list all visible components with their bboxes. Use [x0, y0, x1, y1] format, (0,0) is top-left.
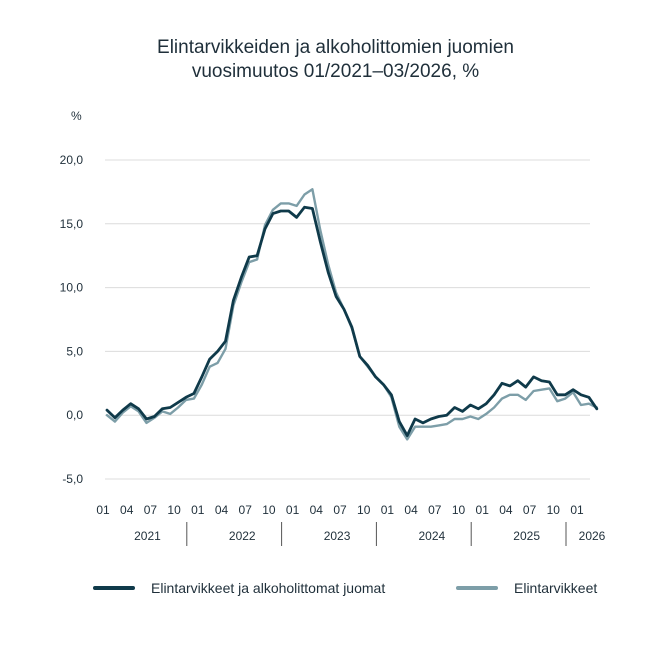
x-tick-label: 10 [262, 503, 276, 517]
x-tick-label: 04 [499, 503, 513, 517]
chart-title-line-1: Elintarvikkeiden ja alkoholittomien juom… [157, 37, 514, 58]
x-tick-label: 04 [310, 503, 324, 517]
y-tick-label: 20,0 [60, 153, 84, 167]
x-tick-label: 07 [144, 503, 158, 517]
y-tick-label: -5,0 [62, 472, 83, 486]
chart-title-line-2: vuosimuutos 01/2021–03/2026, % [191, 61, 480, 82]
x-tick-label: 07 [428, 503, 442, 517]
x-tick-label: 10 [547, 503, 561, 517]
y-tick-label: 5,0 [66, 344, 83, 358]
x-tick-label: 10 [167, 503, 181, 517]
y-axis-unit-label: % [71, 109, 82, 123]
y-tick-label: 15,0 [60, 217, 84, 231]
gridlines [105, 159, 590, 480]
x-tick-label: 04 [215, 503, 229, 517]
x-tick-label: 10 [452, 503, 466, 517]
legend: Elintarvikkeet ja alkoholittomat juomat … [0, 580, 671, 602]
x-year-label: 2026 [579, 529, 606, 543]
x-year-label: 2021 [134, 529, 161, 543]
x-tick-label: 01 [96, 503, 110, 517]
x-year-label: 2023 [324, 529, 351, 543]
x-tick-label: 01 [286, 503, 300, 517]
x-tick-label: 10 [357, 503, 371, 517]
x-year-label: 2022 [229, 529, 256, 543]
x-tick-label: 07 [523, 503, 537, 517]
x-tick-label: 07 [333, 503, 347, 517]
legend-swatch-series-1 [93, 586, 135, 590]
x-year-label: 2024 [418, 529, 445, 543]
series-line-elintarvikkeet-ja-juomat [105, 205, 599, 438]
x-tick-label: 01 [476, 503, 490, 517]
x-tick-label: 04 [404, 503, 418, 517]
legend-label-series-1: Elintarvikkeet ja alkoholittomat juomat [151, 580, 386, 596]
legend-swatch-series-2 [456, 586, 498, 590]
x-axis: 01 04 07 10 2021 01 04 07 10 2022 01 04 07 10 2023 01 04… [96, 503, 606, 546]
x-tick-label: 01 [191, 503, 205, 517]
legend-item-series-1: Elintarvikkeet ja alkoholittomat juomat [93, 580, 385, 596]
legend-label-series-2: Elintarvikkeet [514, 580, 598, 596]
x-tick-label: 07 [239, 503, 253, 517]
y-axis-tick-labels: 20,0 15,0 10,0 5,0 0,0 -5,0 [60, 153, 84, 486]
legend-item-series-2: Elintarvikkeet [456, 580, 597, 596]
chart-title: Elintarvikkeiden ja alkoholittomien juom… [0, 36, 671, 84]
x-year-label: 2025 [513, 529, 540, 543]
series-lines [105, 188, 599, 441]
y-tick-label: 10,0 [60, 281, 84, 295]
x-tick-label: 04 [120, 503, 134, 517]
x-tick-label: 01 [570, 503, 584, 517]
y-tick-label: 0,0 [66, 408, 83, 422]
x-tick-label: 01 [381, 503, 395, 517]
